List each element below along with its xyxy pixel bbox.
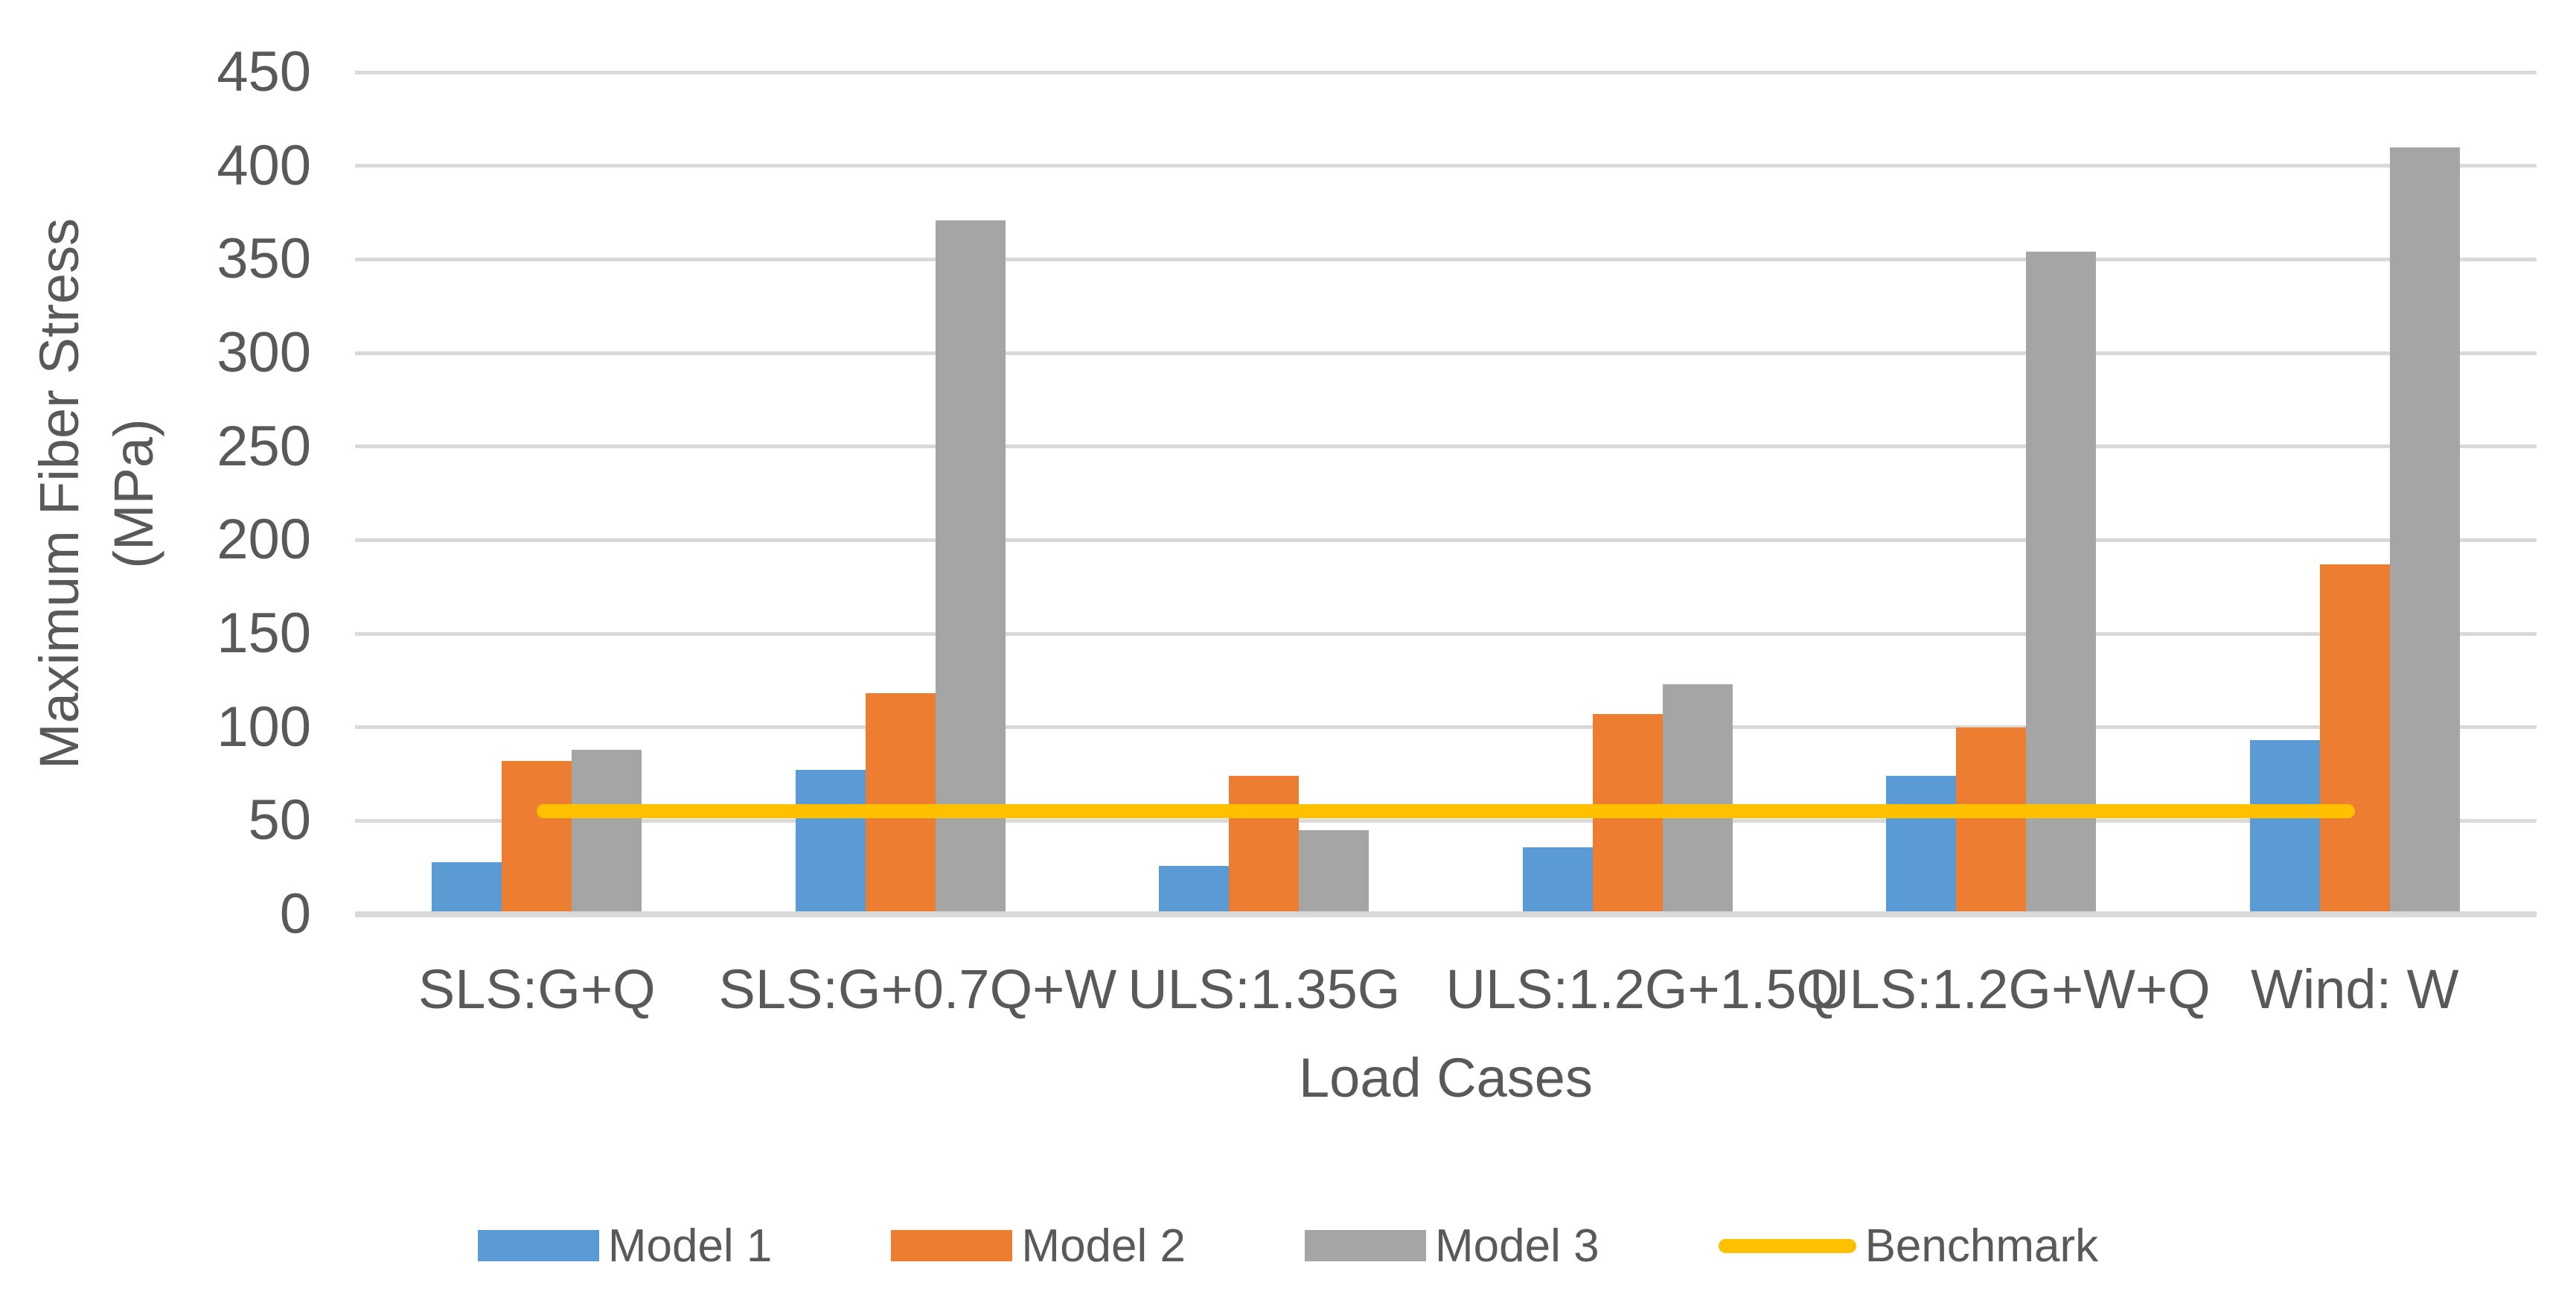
- legend-swatch-model-2: [891, 1230, 1013, 1261]
- bar-model-3: [1299, 829, 1370, 913]
- y-tick-label: 50: [248, 788, 311, 853]
- gridline: [355, 725, 2537, 730]
- x-category-label: ULS:1.2G+1.5Q: [1445, 958, 1840, 1020]
- bar-model-3: [1662, 684, 1733, 913]
- bar-model-2: [1229, 776, 1300, 913]
- legend-swatch-benchmark: [1718, 1238, 1856, 1253]
- bar-model-2: [1956, 727, 2027, 913]
- y-tick-label: 300: [217, 321, 311, 384]
- legend-item-model-3: Model 3: [1305, 1220, 1599, 1272]
- y-tick-label: 450: [217, 40, 311, 103]
- y-tick-label: 100: [217, 695, 311, 759]
- bar-model-2: [502, 760, 572, 913]
- bar-model-1: [795, 770, 866, 913]
- legend-label-benchmark: Benchmark: [1864, 1220, 2099, 1272]
- legend: Model 1 Model 2 Model 3 Benchmark: [0, 1212, 2576, 1279]
- bar-model-1: [1522, 847, 1593, 913]
- bar-model-2: [2319, 564, 2390, 913]
- legend-item-model-1: Model 1: [477, 1220, 773, 1272]
- x-category-label: SLS:G+Q: [418, 958, 656, 1020]
- x-category-label: SLS:G+0.7Q+W: [718, 958, 1117, 1020]
- bar-model-3: [935, 220, 1006, 913]
- legend-swatch-model-1: [477, 1230, 599, 1261]
- x-axis-title: Load Cases: [1299, 1047, 1593, 1109]
- bar-model-3: [2026, 252, 2097, 913]
- gridline: [355, 445, 2537, 449]
- y-tick-label: 250: [217, 414, 311, 478]
- y-tick-label: 200: [217, 508, 311, 572]
- benchmark-line: [537, 804, 2355, 819]
- legend-item-benchmark: Benchmark: [1718, 1220, 2099, 1272]
- legend-label-model-1: Model 1: [607, 1220, 773, 1272]
- y-axis-title-line2: (MPa): [103, 418, 164, 569]
- gridline: [355, 351, 2537, 355]
- legend-swatch-model-3: [1305, 1230, 1426, 1261]
- bar-model-3: [572, 749, 642, 913]
- bar-model-3: [2389, 147, 2460, 913]
- gridline: [355, 164, 2537, 168]
- bar-model-1: [432, 861, 502, 913]
- y-tick-label: 150: [217, 602, 311, 665]
- y-axis-title-line1: Maximum Fiber Stress: [28, 217, 90, 770]
- y-tick-label: 0: [279, 882, 311, 946]
- bar-model-1: [1159, 865, 1230, 913]
- gridline: [355, 257, 2537, 261]
- gridline: [355, 70, 2537, 74]
- legend-item-model-2: Model 2: [891, 1220, 1186, 1272]
- y-tick-label: 400: [217, 133, 311, 197]
- legend-label-model-2: Model 2: [1021, 1220, 1186, 1272]
- bar-model-1: [1886, 776, 1957, 913]
- x-category-label: Wind: W: [2250, 958, 2459, 1020]
- bar-model-2: [865, 693, 936, 913]
- y-axis-title: Maximum Fiber Stress (MPa): [22, 0, 171, 1015]
- gridline: [355, 818, 2537, 823]
- bar-model-1: [2249, 740, 2320, 913]
- legend-label-model-3: Model 3: [1435, 1220, 1599, 1272]
- gridline: [355, 631, 2537, 636]
- gridline: [355, 538, 2537, 542]
- x-category-label: ULS:1.35G: [1128, 958, 1401, 1020]
- x-axis-line: [355, 911, 2537, 917]
- y-tick-label: 350: [217, 227, 311, 291]
- x-category-label: ULS:1.2G+W+Q: [1809, 958, 2211, 1020]
